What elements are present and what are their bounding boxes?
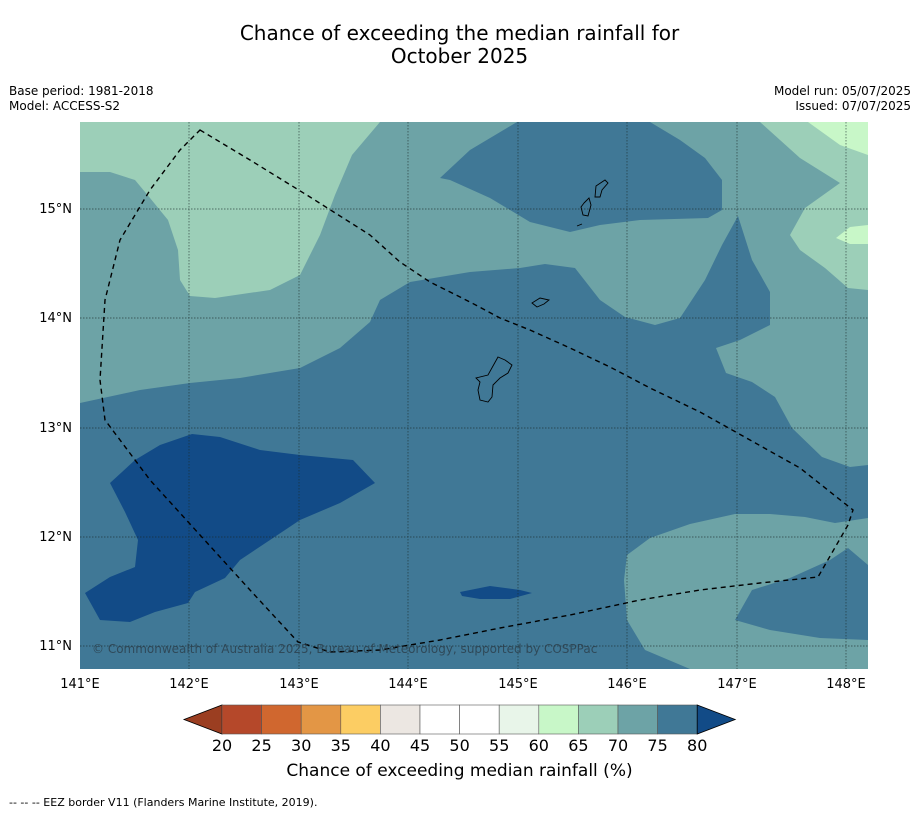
islands — [475, 179, 609, 403]
zone-75-80-north — [440, 122, 722, 232]
colorbar-tick-label: 40 — [370, 736, 390, 755]
eez-legend-note: -- -- -- EEZ border V11 (Flanders Marine… — [9, 796, 318, 809]
island-rota — [531, 297, 551, 308]
colorbar-tick-labels: 20 25 30 35 40 45 50 55 60 65 70 75 80 — [212, 736, 708, 755]
zone-60-65-ne — [808, 122, 868, 155]
island-guam — [475, 356, 513, 403]
lon-tick: 148°E — [826, 677, 866, 692]
zone-above-80-west — [85, 434, 375, 622]
meta-right: Model run: 05/07/2025 Issued: 07/07/2025 — [774, 84, 911, 114]
base-period: Base period: 1981-2018 — [9, 84, 154, 98]
zone-65-70-nw — [80, 122, 380, 298]
colorbar-swatch — [498, 704, 540, 735]
colorbar-over-triangle — [696, 704, 737, 735]
colorbar-swatch — [300, 704, 342, 735]
colorbar-under-triangle — [182, 704, 223, 735]
model-name: Model: ACCESS-S2 — [9, 99, 121, 113]
colorbar-swatch — [459, 704, 500, 735]
copyright-note: © Commonwealth of Australia 2025, Bureau… — [92, 642, 597, 656]
graticule — [80, 122, 868, 669]
lon-tick-labels: 141°E 142°E 143°E 144°E 145°E 146°E 147°… — [60, 677, 866, 692]
colorbar-tick-label: 75 — [647, 736, 667, 755]
colorbar-swatch — [340, 704, 381, 735]
colorbar-swatch — [617, 704, 658, 735]
zone-75-80-main — [80, 216, 868, 669]
colorbar-swatch — [657, 704, 698, 735]
eez-border — [99, 129, 854, 653]
colorbar-tick-label: 50 — [449, 736, 469, 755]
lon-tick: 145°E — [498, 677, 538, 692]
lat-tick: 12°N — [39, 530, 72, 545]
island-aguijan — [576, 223, 583, 227]
colorbar-title: Chance of exceeding median rainfall (%) — [286, 761, 633, 781]
zone-60-65-e — [836, 225, 868, 244]
colorbar-swatch — [578, 704, 619, 735]
colorbar-swatch — [261, 704, 302, 735]
island-saipan — [594, 179, 609, 198]
lat-tick: 11°N — [39, 639, 72, 654]
model-run: Model run: 05/07/2025 — [773, 84, 911, 98]
lat-tick: 15°N — [39, 202, 72, 217]
lon-tick: 143°E — [279, 677, 319, 692]
colorbar-swatch — [380, 704, 421, 735]
colorbar-tick-label: 30 — [291, 736, 311, 755]
zone-above-80-south — [460, 586, 532, 599]
lon-tick: 144°E — [388, 677, 428, 692]
colorbar-swatch — [221, 704, 262, 735]
lat-tick: 13°N — [39, 421, 72, 436]
colorbar-tick-label: 35 — [331, 736, 351, 755]
colorbar-swatch — [419, 704, 460, 735]
zone-65-70-ne — [760, 122, 868, 290]
title-line-1: Chance of exceeding the median rainfall … — [239, 21, 680, 45]
title-line-2: October 2025 — [390, 44, 529, 68]
colorbar-tick-label: 20 — [212, 736, 232, 755]
zone-75-80-se — [735, 548, 868, 640]
colorbar-swatch — [538, 704, 579, 735]
issued-date: Issued: 07/07/2025 — [795, 99, 911, 113]
colorbar-tick-label: 70 — [608, 736, 628, 755]
colorbar-tick-label: 80 — [687, 736, 707, 755]
lat-tick-labels: 15°N 14°N 13°N 12°N 11°N — [39, 202, 72, 654]
lon-tick: 142°E — [169, 677, 209, 692]
island-tinian — [580, 197, 592, 217]
lon-tick: 147°E — [717, 677, 757, 692]
colorbar — [182, 704, 737, 735]
colorbar-tick-label: 60 — [529, 736, 549, 755]
colorbar-tick-label: 45 — [410, 736, 430, 755]
lon-tick: 146°E — [607, 677, 647, 692]
map-title: Chance of exceeding the median rainfall … — [0, 22, 919, 68]
colorbar-tick-label: 25 — [251, 736, 271, 755]
map-area: © Commonwealth of Australia 2025, Bureau… — [80, 122, 868, 669]
colorbar-tick-label: 55 — [489, 736, 509, 755]
colorbar-tick-label: 65 — [568, 736, 588, 755]
meta-left: Base period: 1981-2018 Model: ACCESS-S2 — [9, 84, 154, 114]
lat-tick: 14°N — [39, 311, 72, 326]
lon-tick: 141°E — [60, 677, 100, 692]
